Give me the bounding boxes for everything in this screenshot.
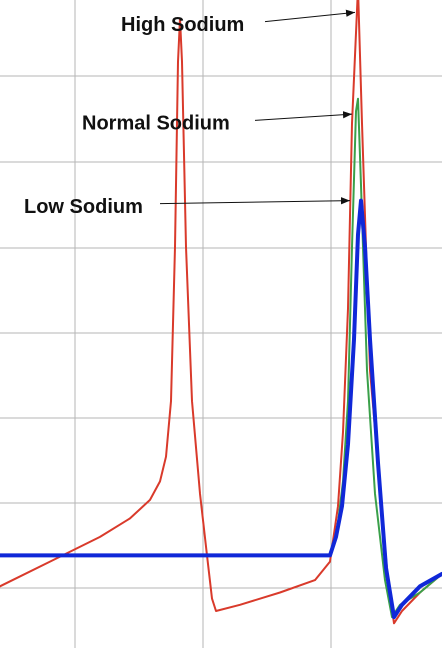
- annotation-label: Normal Sodium: [82, 113, 230, 135]
- series-line-2: [0, 198, 442, 620]
- series-line-0: [0, 0, 442, 625]
- annotation-arrow: [264, 9, 356, 23]
- annotation-label: High Sodium: [121, 14, 244, 36]
- annotation-label: Low Sodium: [24, 196, 143, 218]
- series-line-1: [0, 97, 442, 619]
- annotation-arrow: [254, 111, 353, 121]
- annotation-arrow: [159, 197, 351, 205]
- annotation-group: High Sodium Normal Sodium Low Sodium: [24, 9, 356, 218]
- series-group: [0, 0, 442, 625]
